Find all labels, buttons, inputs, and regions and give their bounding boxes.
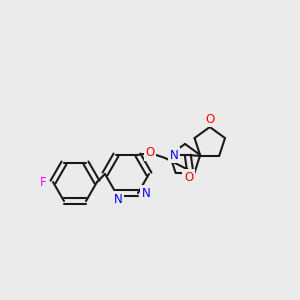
Text: F: F xyxy=(40,176,46,188)
Text: O: O xyxy=(205,112,214,125)
Text: O: O xyxy=(184,170,194,184)
Text: N: N xyxy=(142,187,150,200)
Text: N: N xyxy=(169,148,178,161)
Text: N: N xyxy=(114,193,122,206)
Text: O: O xyxy=(146,146,154,159)
